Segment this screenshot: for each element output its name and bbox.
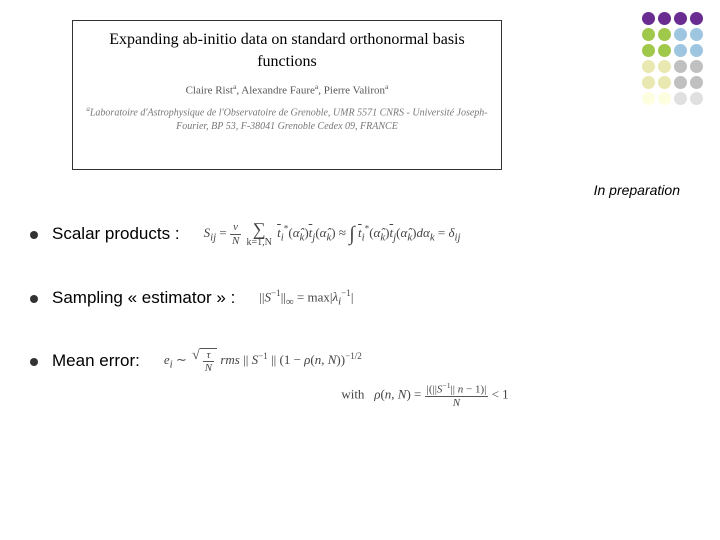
bullet-icon	[30, 231, 38, 239]
bullet-scalar-products: Scalar products : Sij = vN ∑k=1,N ti*(α̂…	[30, 220, 690, 248]
dot-icon	[642, 60, 655, 73]
rho-definition-formula: with ρ(n, N) = |(||S−1|| n − 1)|N < 1	[160, 382, 690, 409]
dot-icon	[658, 92, 671, 105]
dot-icon	[642, 12, 655, 25]
dot-icon	[642, 44, 655, 57]
dot-icon	[674, 44, 687, 57]
dot-icon	[690, 28, 703, 41]
bullet-label: Scalar products :	[52, 224, 180, 244]
bullet-sampling-estimator: Sampling « estimator » : ||S−1||∞ = max|…	[30, 288, 690, 308]
dot-icon	[690, 44, 703, 57]
sampling-estimator-formula: ||S−1||∞ = max|λi−1|	[259, 288, 353, 308]
bullet-label: Mean error:	[52, 351, 140, 371]
dot-icon	[674, 92, 687, 105]
scalar-product-formula: Sij = vN ∑k=1,N ti*(α̂k)tj(α̂k) ≈ ∫ ti*(…	[204, 220, 461, 248]
bullet-icon	[30, 358, 38, 366]
dot-icon	[690, 60, 703, 73]
title-box: Expanding ab-initio data on standard ort…	[72, 20, 502, 170]
dot-icon	[674, 12, 687, 25]
decorative-dot-grid	[642, 12, 704, 106]
paper-affiliation: aLaboratoire d'Astrophysique de l'Observ…	[83, 105, 491, 133]
bullet-mean-error: Mean error: ei ∼ τN rms || S−1 || (1 − ρ…	[30, 348, 690, 374]
dot-icon	[690, 12, 703, 25]
dot-icon	[658, 12, 671, 25]
dot-icon	[690, 76, 703, 89]
in-preparation-label: In preparation	[594, 182, 680, 198]
dot-icon	[658, 28, 671, 41]
dot-icon	[642, 28, 655, 41]
dot-icon	[674, 28, 687, 41]
dot-icon	[674, 76, 687, 89]
dot-icon	[690, 92, 703, 105]
mean-error-formula: ei ∼ τN rms || S−1 || (1 − ρ(n, N))−1/2	[164, 348, 362, 374]
bullet-icon	[30, 295, 38, 303]
dot-icon	[674, 60, 687, 73]
dot-icon	[642, 92, 655, 105]
paper-title: Expanding ab-initio data on standard ort…	[83, 29, 491, 72]
bullet-label: Sampling « estimator » :	[52, 288, 235, 308]
paper-authors: Claire Rista, Alexandre Faurea, Pierre V…	[83, 82, 491, 97]
dot-icon	[658, 44, 671, 57]
dot-icon	[642, 76, 655, 89]
content-area: Scalar products : Sij = vN ∑k=1,N ti*(α̂…	[30, 220, 690, 409]
dot-icon	[658, 60, 671, 73]
dot-icon	[658, 76, 671, 89]
